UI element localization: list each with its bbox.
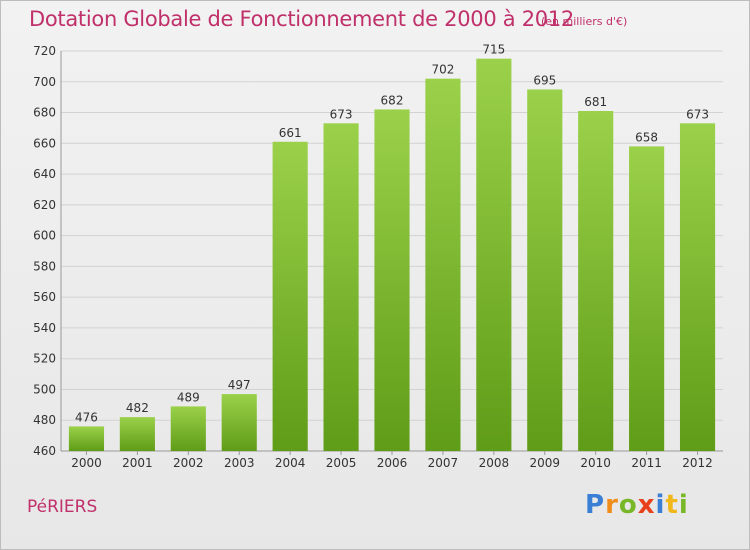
y-tick-label: 600 [33, 229, 56, 243]
value-label: 673 [686, 107, 709, 121]
x-tick-label: 2002 [173, 456, 204, 470]
value-label: 681 [584, 95, 607, 109]
bar-2010 [578, 111, 614, 451]
bar-2005 [323, 123, 359, 452]
logo-letter: i [678, 490, 689, 520]
logo-letter: o [618, 490, 638, 520]
bar-2001 [119, 417, 155, 451]
x-tick-label: 2001 [122, 456, 153, 470]
bar-2007 [425, 78, 461, 451]
x-tick-label: 2008 [479, 456, 510, 470]
bars-layer [68, 58, 716, 452]
y-tick-label: 560 [33, 290, 56, 304]
y-tick-label: 520 [33, 352, 56, 366]
logo-letter: P [585, 490, 606, 520]
x-tick-label: 2007 [428, 456, 459, 470]
logo-letter: x [637, 490, 656, 520]
y-tick-label: 460 [33, 444, 56, 458]
y-tick-label: 500 [33, 382, 56, 396]
value-label: 695 [533, 73, 556, 87]
value-label: 489 [177, 390, 200, 404]
value-label: 715 [482, 43, 505, 57]
value-label: 673 [330, 107, 353, 121]
x-tick-label: 2011 [631, 456, 662, 470]
x-tick-label: 2006 [377, 456, 408, 470]
y-tick-label: 580 [33, 259, 56, 273]
y-tick-label: 480 [33, 413, 56, 427]
proxiti-logo: Proxiti [585, 490, 689, 520]
x-tick-label: 2003 [224, 456, 255, 470]
logo-letter: t [665, 490, 679, 520]
y-tick-label: 640 [33, 167, 56, 181]
y-tick-label: 620 [33, 198, 56, 212]
x-tick-label: 2004 [275, 456, 306, 470]
bar-2012 [679, 123, 716, 452]
bar-2002 [170, 406, 206, 451]
logo-letter: i [655, 490, 666, 520]
value-label: 476 [75, 410, 98, 424]
bar-2006 [374, 109, 410, 451]
value-label: 497 [228, 378, 251, 392]
value-label: 702 [431, 63, 454, 77]
bar-2008 [476, 58, 512, 451]
value-label: 661 [279, 126, 302, 140]
y-tick-label: 660 [33, 136, 56, 150]
y-tick-label: 680 [33, 106, 56, 120]
x-tick-label: 2009 [529, 456, 560, 470]
y-tick-label: 720 [33, 44, 56, 58]
x-tick-label: 2012 [682, 456, 713, 470]
chart-subtitle: (en milliers d'€) [541, 15, 628, 28]
commune-name: PéRIERS [27, 497, 98, 517]
bar-2000 [68, 426, 105, 451]
value-label: 682 [381, 93, 404, 107]
chart-title: Dotation Globale de Fonctionnement de 20… [29, 7, 574, 31]
x-tick-label: 2000 [71, 456, 102, 470]
bar-2004 [272, 141, 308, 451]
y-tick-label: 700 [33, 75, 56, 89]
x-tick-label: 2010 [580, 456, 611, 470]
bar-2003 [221, 394, 257, 451]
labels-layer: 460 480 500 520 540 560 580 600 620 640 660 680 700 7… [33, 43, 713, 470]
bar-2009 [527, 89, 563, 451]
logo-letter: r [605, 490, 619, 520]
value-label: 658 [635, 130, 658, 144]
y-tick-label: 540 [33, 321, 56, 335]
bar-2011 [629, 146, 665, 451]
x-tick-label: 2005 [326, 456, 357, 470]
value-label: 482 [126, 401, 149, 415]
